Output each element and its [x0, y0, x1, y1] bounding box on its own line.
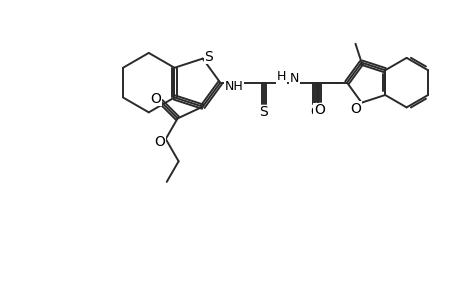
Text: NH: NH: [224, 80, 243, 93]
Text: O: O: [313, 103, 324, 117]
Text: O: O: [154, 135, 165, 149]
Text: O: O: [349, 102, 360, 116]
Text: O: O: [150, 92, 161, 106]
Text: O: O: [309, 105, 320, 119]
Text: S: S: [259, 105, 268, 119]
Text: N: N: [289, 72, 298, 85]
Text: H: H: [276, 70, 286, 83]
Text: S: S: [204, 50, 213, 64]
